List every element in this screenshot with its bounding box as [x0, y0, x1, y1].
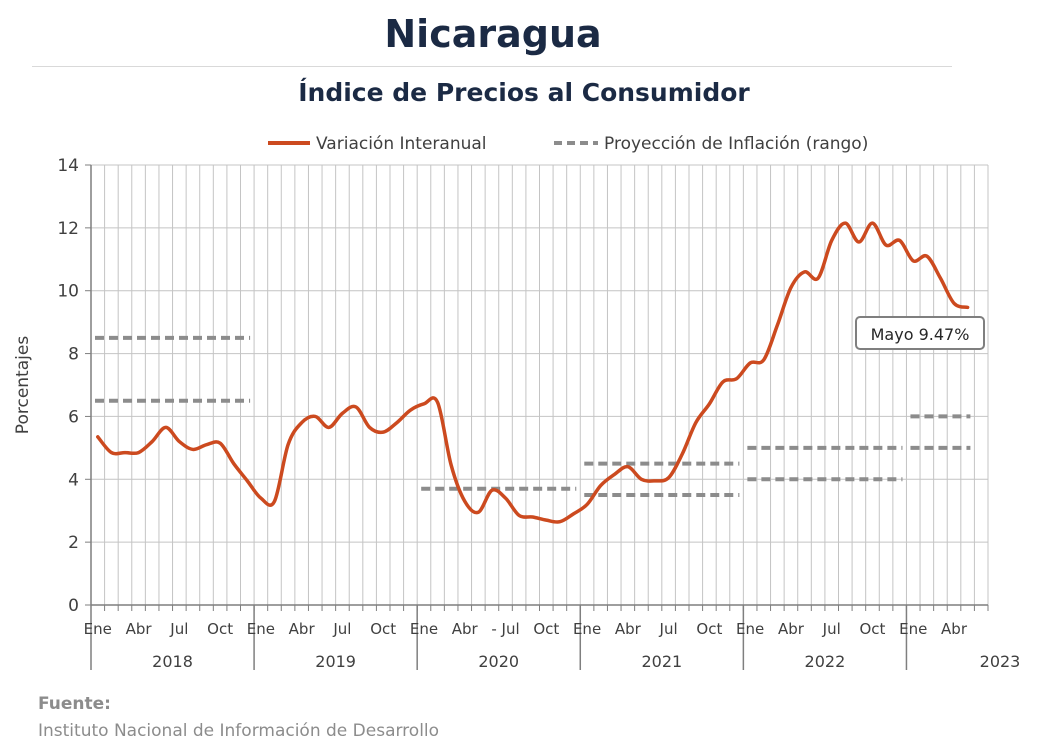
- legend: Variación Interanual Proyección de Infla…: [268, 134, 868, 154]
- callout-box: [855, 316, 985, 350]
- x-tick-label: Abr: [615, 620, 642, 638]
- x-tick-label: Ene: [573, 620, 601, 638]
- legend-label-variacion: Variación Interanual: [316, 134, 487, 154]
- x-tick-label: Oct: [207, 620, 233, 638]
- variacion-interanual-series: [96, 221, 970, 524]
- x-tick-label: Oct: [533, 620, 559, 638]
- year-label: 2019: [315, 652, 356, 671]
- year-label: 2018: [152, 652, 193, 671]
- x-tick-label: Jul: [332, 620, 351, 638]
- x-tick-label: Abr: [778, 620, 805, 638]
- y-tick-label: 4: [68, 470, 79, 490]
- y-axis-label: Porcentajes: [13, 336, 33, 435]
- x-tick-label: Abr: [126, 620, 153, 638]
- chart-subtitle: Índice de Precios al Consumidor: [298, 78, 750, 107]
- vertical-gridlines: [104, 165, 989, 605]
- y-tick-label: 10: [57, 282, 79, 302]
- x-tick-label: Ene: [899, 620, 927, 638]
- x-tick-label: Ene: [247, 620, 275, 638]
- x-tick-label: Ene: [736, 620, 764, 638]
- projection-series: [95, 335, 971, 497]
- variacion-interanual-line: [96, 221, 970, 524]
- callout-text: Mayo 9.47%: [871, 325, 970, 344]
- x-tick-label: Abr: [289, 620, 316, 638]
- x-tick-label: Ene: [84, 620, 112, 638]
- y-tick-label: 6: [68, 407, 79, 427]
- x-tick-label: Jul: [169, 620, 188, 638]
- source-text: Instituto Nacional de Información de Des…: [38, 721, 440, 741]
- year-label: 2022: [805, 652, 846, 671]
- y-tick-label: 2: [68, 533, 79, 553]
- x-tick-label: Ene: [410, 620, 438, 638]
- y-tick-labels: 0 2 4 6 8 10 12 14: [57, 156, 79, 616]
- y-tick-label: 12: [57, 219, 79, 239]
- y-tick-label: 0: [68, 596, 79, 616]
- x-tick-label: Abr: [452, 620, 479, 638]
- year-labels: 2018 2019 2020 2021 2022 2023: [152, 652, 1020, 671]
- x-tick-label: - Jul: [491, 620, 519, 638]
- x-tick-label: Jul: [659, 620, 678, 638]
- year-label: 2020: [478, 652, 519, 671]
- y-tick-label: 8: [68, 345, 79, 365]
- legend-label-proyeccion: Proyección de Inflación (rango): [604, 134, 868, 154]
- source-label: Fuente:: [38, 694, 111, 714]
- year-label: 2023: [980, 652, 1021, 671]
- y-tick-label: 14: [57, 156, 79, 176]
- axes: [90, 165, 989, 670]
- x-tick-label: Oct: [860, 620, 886, 638]
- last-value-callout: Mayo 9.47%: [855, 316, 985, 350]
- chart-title: Nicaragua: [384, 12, 602, 56]
- year-label: 2021: [641, 652, 682, 671]
- x-tick-label: Abr: [941, 620, 968, 638]
- x-tick-label: Oct: [370, 620, 396, 638]
- title-divider: [32, 66, 952, 67]
- x-tick-labels: Ene Abr Jul Oct Ene Abr Jul Oct Ene Abr - Jul Oct En…: [84, 620, 968, 638]
- x-tick-label: Oct: [696, 620, 722, 638]
- x-tick-label: Jul: [822, 620, 841, 638]
